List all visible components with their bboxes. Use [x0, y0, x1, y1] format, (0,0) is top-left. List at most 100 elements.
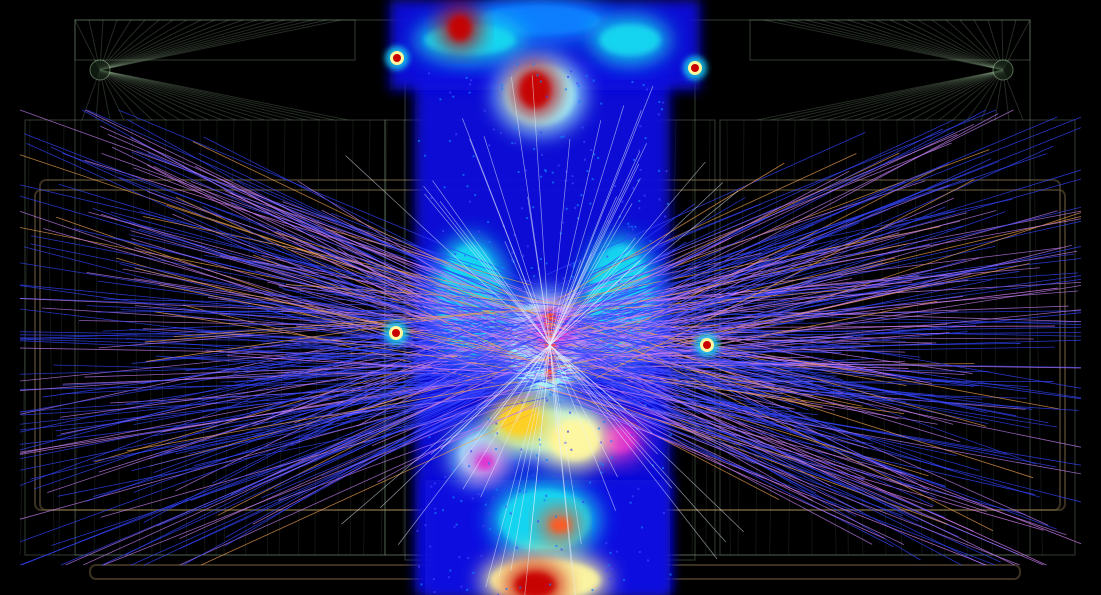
heat-speckle: [497, 535, 500, 538]
heat-speckle: [560, 548, 563, 551]
particle-track: [592, 220, 960, 307]
energy-hotspots: [384, 46, 719, 357]
particle-track: [569, 124, 975, 314]
particle-track: [580, 119, 954, 294]
particle-track: [583, 358, 1041, 498]
heat-speckle: [606, 255, 609, 258]
hotspot-core: [392, 329, 400, 337]
heat-speckle: [488, 240, 491, 243]
heat-speckle: [669, 433, 672, 436]
particle-track: [548, 359, 860, 436]
central-track: [480, 344, 551, 498]
particle-track: [626, 318, 1037, 465]
particle-track: [595, 275, 1082, 345]
geometry-line: [980, 119, 983, 556]
particle-track: [212, 330, 516, 484]
particle-track: [559, 335, 899, 420]
central-track: [549, 151, 641, 346]
particle-track: [19, 378, 502, 413]
geometry-line: [99, 19, 202, 71]
particle-track: [539, 350, 965, 375]
particle-track: [555, 205, 782, 302]
particle-track: [21, 376, 493, 566]
particle-track: [568, 128, 944, 319]
heat-speckle: [500, 267, 503, 270]
heat-speckle: [480, 554, 483, 557]
heat-speckle: [605, 542, 608, 545]
particle-track: [605, 169, 1082, 316]
heat-speckle: [564, 88, 567, 91]
heat-speckle: [430, 444, 433, 447]
particle-track: [101, 367, 531, 566]
heat-speckle: [649, 240, 652, 243]
heat-speckle: [442, 509, 445, 512]
heat-speckle: [562, 277, 565, 280]
particle-track: [556, 153, 1047, 319]
particle-track: [606, 353, 960, 382]
heat-speckle: [532, 147, 535, 150]
heat-speckle: [569, 326, 572, 329]
particle-track: [552, 316, 921, 358]
heat-speckle: [448, 139, 451, 142]
heat-speckle: [468, 264, 471, 267]
heat-speckle: [639, 125, 642, 128]
heat-speckle: [585, 74, 588, 77]
heat-speckle: [545, 262, 548, 265]
heat-speckle: [581, 126, 584, 129]
heat-speckle: [453, 525, 456, 528]
geometry-line: [99, 19, 258, 71]
central-track: [462, 118, 551, 346]
heat-speckle: [658, 100, 661, 103]
particle-track: [19, 195, 545, 349]
heat-blob-core: [500, 405, 540, 435]
particle-track: [30, 358, 532, 480]
heat-speckle: [580, 194, 583, 197]
particle-track: [58, 183, 517, 324]
particle-track: [85, 109, 507, 317]
particle-track: [538, 320, 1034, 479]
particle-track: [555, 116, 1058, 329]
heat-speckle: [492, 496, 495, 499]
particle-track: [133, 357, 486, 426]
heat-speckle: [535, 454, 538, 457]
heat-speckle: [509, 512, 512, 515]
particle-track: [231, 386, 560, 427]
particle-track: [572, 342, 737, 422]
particle-track: [573, 363, 857, 517]
particle-track: [621, 339, 819, 391]
central-track: [524, 344, 551, 595]
particle-track: [173, 309, 525, 338]
heat-speckle: [471, 497, 474, 500]
heat-speckle: [576, 82, 579, 85]
particle-track: [236, 179, 530, 307]
particle-track: [563, 327, 804, 381]
particle-track: [200, 336, 497, 429]
particle-track: [273, 255, 510, 305]
particle-track: [330, 212, 535, 293]
heat-speckle: [467, 312, 470, 315]
geometry-line: [784, 69, 1004, 121]
particle-track: [103, 390, 541, 566]
geometry-line: [812, 69, 1004, 121]
particle-track: [549, 198, 1013, 294]
geometry-line: [847, 19, 1004, 71]
geometry-line: [840, 69, 1004, 121]
particle-track: [274, 231, 566, 324]
particle-track: [584, 287, 1059, 346]
particle-track: [572, 350, 781, 398]
particle-track: [179, 362, 572, 540]
heat-speckle: [502, 266, 505, 269]
central-track: [549, 344, 617, 511]
heat-speckle: [614, 185, 617, 188]
central-track: [549, 260, 582, 346]
heat-speckle: [565, 283, 568, 286]
geometry-line: [99, 69, 251, 121]
central-track: [531, 75, 551, 346]
particle-track: [595, 206, 946, 365]
particle-track: [225, 374, 519, 538]
heat-speckle: [418, 565, 421, 568]
heat-speckle: [467, 374, 470, 377]
heat-speckle: [571, 275, 574, 278]
heat-speckle: [539, 80, 542, 83]
heat-speckle: [609, 551, 612, 554]
